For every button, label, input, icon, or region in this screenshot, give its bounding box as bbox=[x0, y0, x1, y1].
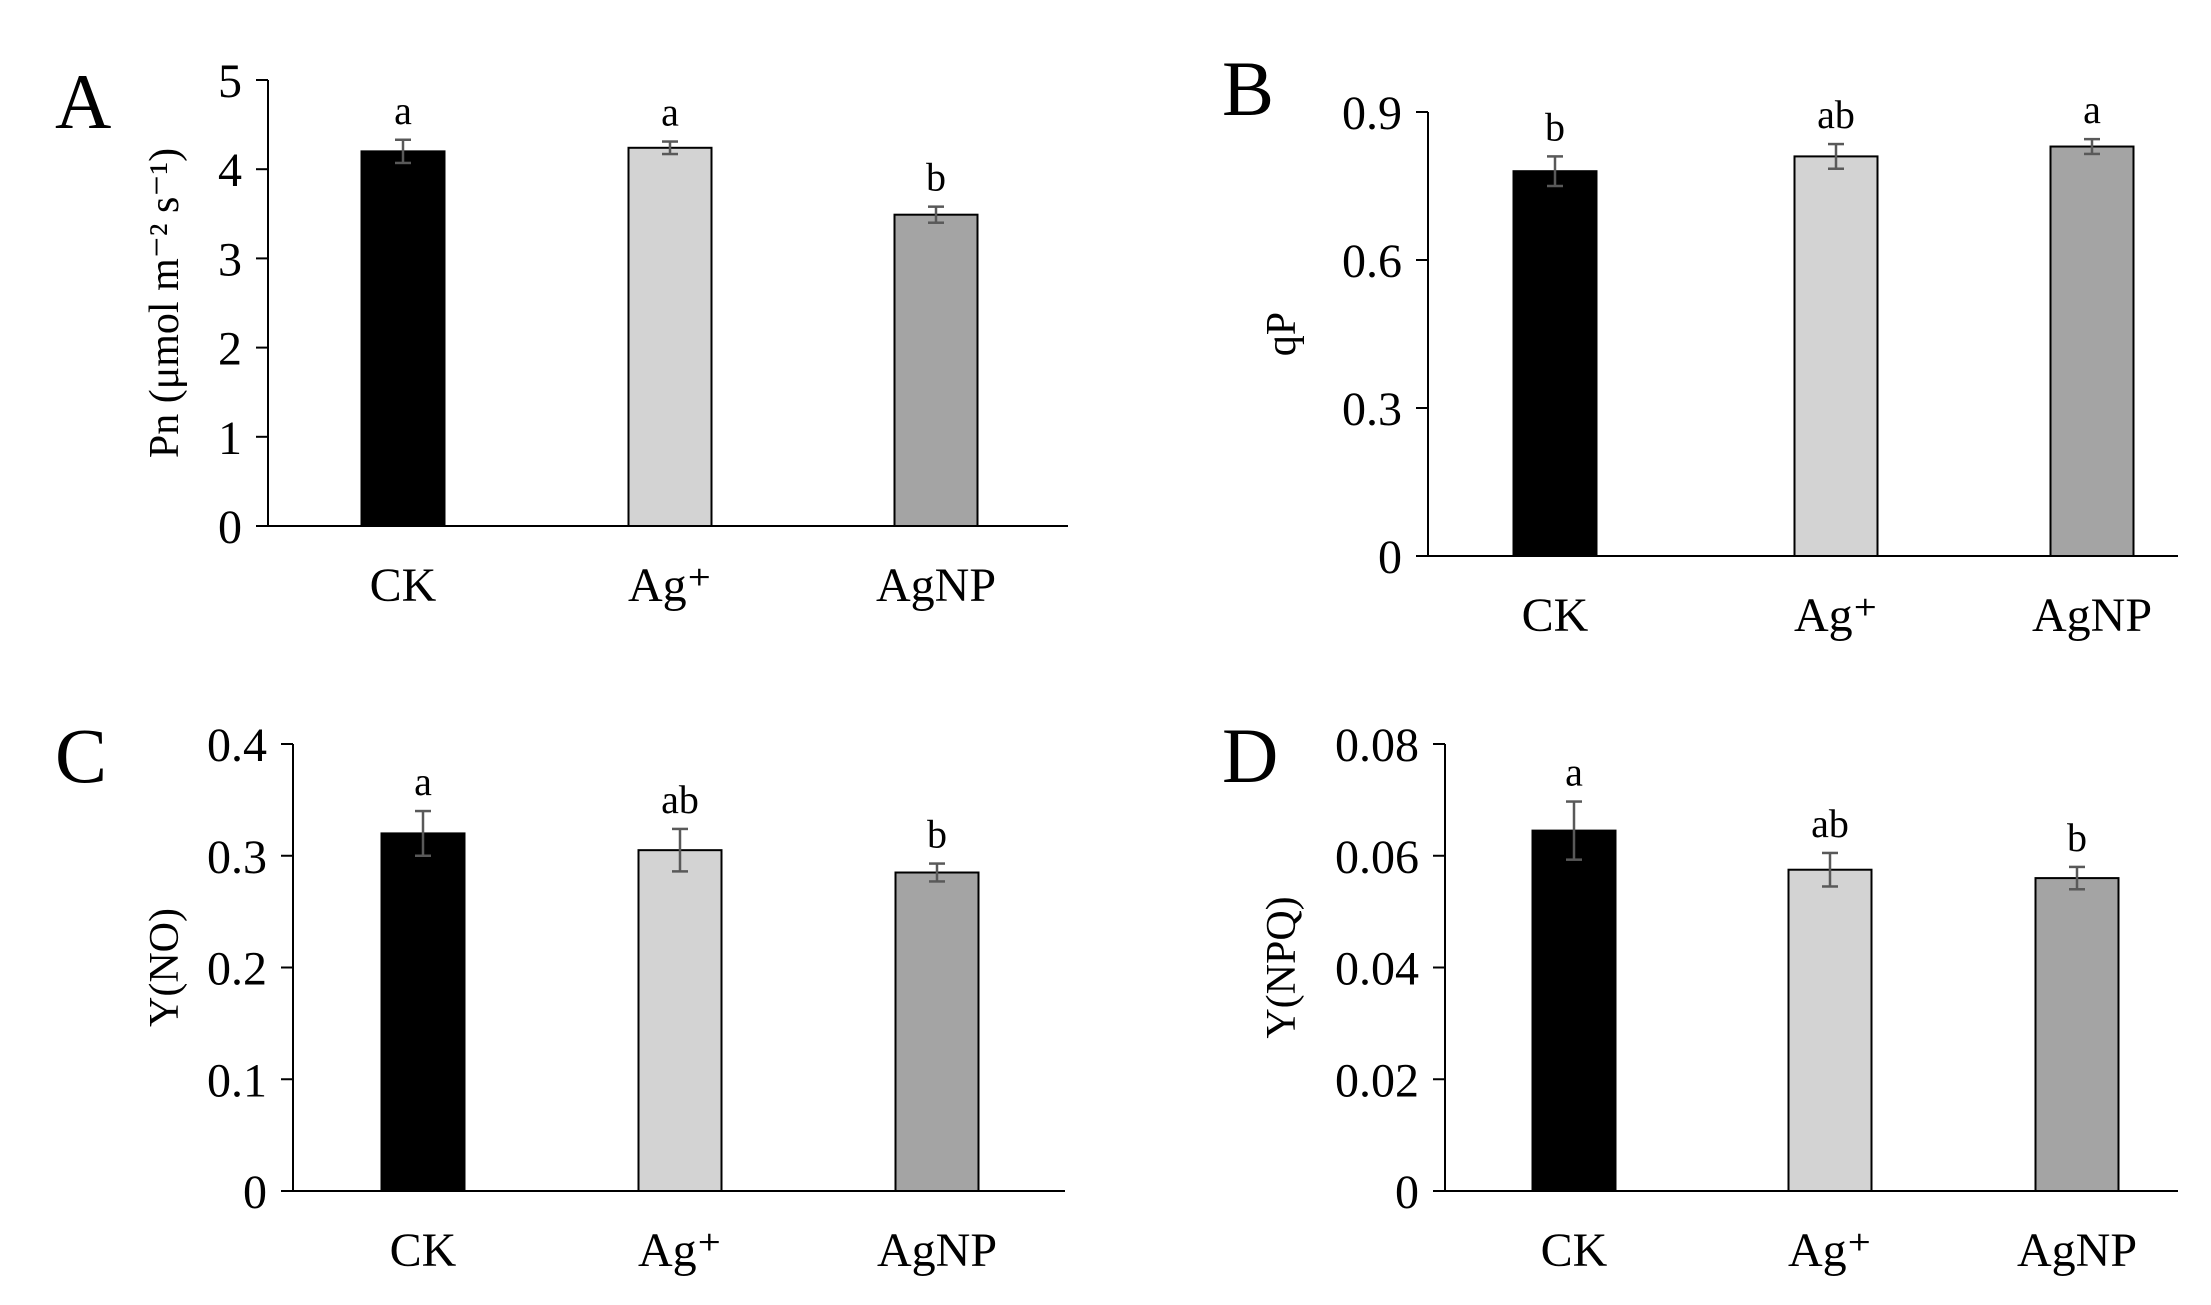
x-tick-label: AgNP bbox=[877, 1224, 997, 1277]
significance-label: a bbox=[1565, 750, 1583, 795]
significance-label: a bbox=[2083, 87, 2101, 132]
bar bbox=[1531, 829, 1617, 1192]
y-tick-label: 2 bbox=[218, 323, 242, 376]
significance-label: a bbox=[414, 759, 432, 804]
significance-label: b bbox=[926, 155, 946, 200]
y-tick-label: 5 bbox=[218, 55, 242, 108]
panel-c: C 0 0.1 0.2 0.3 0.4 Y(NO) a CK ab Ag⁺ b AgNP bbox=[55, 712, 1065, 1277]
significance-label: b bbox=[2067, 815, 2087, 860]
x-tick-label: Ag⁺ bbox=[638, 1224, 722, 1277]
bar bbox=[2034, 877, 2120, 1192]
y-axis-title: Y(NPQ) bbox=[1259, 896, 1305, 1038]
panel-label: D bbox=[1222, 712, 1278, 799]
y-tick-label: 0 bbox=[243, 1166, 267, 1219]
bar bbox=[637, 849, 723, 1192]
bar bbox=[360, 150, 446, 528]
panel-d: D 0 0.02 0.04 0.06 0.08 Y(NPQ) a CK ab Ag⁺ b AgNP bbox=[1222, 712, 2178, 1277]
x-tick-label: AgNP bbox=[876, 559, 996, 612]
x-tick-label: CK bbox=[370, 559, 437, 612]
significance-label: a bbox=[394, 88, 412, 133]
y-tick-label: 0.3 bbox=[207, 831, 267, 884]
y-tick-label: 1 bbox=[218, 412, 242, 465]
y-tick-label: 0.2 bbox=[207, 943, 267, 996]
significance-label: a bbox=[661, 90, 679, 135]
y-tick-label: 4 bbox=[218, 144, 242, 197]
bar bbox=[2049, 145, 2135, 558]
y-tick-label: 0.08 bbox=[1335, 719, 1419, 772]
y-tick-label: 0.04 bbox=[1335, 943, 1419, 996]
y-axis-title: qP bbox=[1259, 312, 1305, 356]
y-tick-label: 0.1 bbox=[207, 1054, 267, 1107]
bar bbox=[1787, 868, 1873, 1192]
panel-label: C bbox=[55, 712, 107, 799]
panel-b: B 0 0.3 0.6 0.9 qP b CK ab Ag⁺ a AgNP bbox=[1222, 45, 2178, 642]
y-tick-label: 0.02 bbox=[1335, 1054, 1419, 1107]
y-tick-label: 0.6 bbox=[1342, 235, 1402, 288]
y-tick-label: 0.3 bbox=[1342, 383, 1402, 436]
significance-label: b bbox=[927, 812, 947, 857]
x-tick-label: Ag⁺ bbox=[1794, 589, 1878, 642]
x-tick-label: CK bbox=[1522, 589, 1589, 642]
x-tick-label: Ag⁺ bbox=[1788, 1224, 1872, 1277]
x-tick-label: Ag⁺ bbox=[628, 559, 712, 612]
panel-label: B bbox=[1222, 45, 1274, 132]
bar bbox=[627, 146, 713, 528]
y-tick-label: 0 bbox=[218, 501, 242, 554]
significance-label: ab bbox=[1817, 92, 1855, 137]
panel-label: A bbox=[55, 58, 111, 145]
y-tick-label: 0.4 bbox=[207, 719, 267, 772]
bar bbox=[380, 832, 466, 1193]
y-tick-label: 0 bbox=[1378, 531, 1402, 584]
y-tick-label: 0 bbox=[1395, 1166, 1419, 1219]
y-tick-label: 3 bbox=[218, 233, 242, 286]
bar bbox=[893, 213, 979, 528]
significance-label: ab bbox=[1811, 801, 1849, 846]
panel-a: A 0 1 2 3 4 5 Pn (μmol m⁻² s⁻¹) a CK a Ag⁺ b AgNP bbox=[55, 55, 1068, 612]
significance-label: b bbox=[1545, 104, 1565, 149]
x-tick-label: CK bbox=[1541, 1224, 1608, 1277]
y-axis-title: Y(NO) bbox=[142, 908, 188, 1027]
bar bbox=[1512, 170, 1598, 557]
x-tick-label: AgNP bbox=[2032, 589, 2152, 642]
y-axis-title: Pn (μmol m⁻² s⁻¹) bbox=[142, 148, 188, 458]
y-tick-label: 0.9 bbox=[1342, 87, 1402, 140]
x-tick-label: AgNP bbox=[2017, 1224, 2137, 1277]
significance-label: ab bbox=[661, 777, 699, 822]
bar bbox=[1793, 155, 1879, 557]
bar bbox=[894, 871, 980, 1192]
y-tick-label: 0.06 bbox=[1335, 831, 1419, 884]
x-tick-label: CK bbox=[390, 1224, 457, 1277]
